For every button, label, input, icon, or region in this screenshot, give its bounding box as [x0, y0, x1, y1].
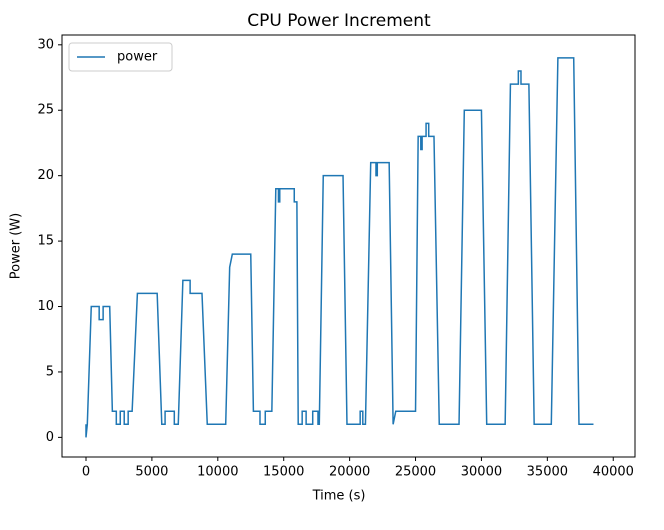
x-tick-label: 15000	[263, 465, 304, 480]
x-tick-label: 35000	[527, 465, 568, 480]
legend-box	[68, 42, 173, 72]
x-tick-label: 10000	[197, 465, 238, 480]
chart-title: CPU Power Increment	[247, 11, 431, 31]
y-tick-label: 15	[37, 234, 54, 249]
x-tick-label: 5000	[135, 465, 168, 480]
x-tick-label: 40000	[593, 465, 634, 480]
y-tick-label: 5	[46, 364, 54, 379]
line	[85, 57, 594, 438]
y-tick-label: 30	[37, 37, 54, 52]
y-tick-label: 10	[37, 299, 54, 314]
x-axis-label: Time (s)	[312, 489, 366, 504]
x-tick-label: 20000	[329, 465, 370, 480]
legend-label: power	[117, 50, 158, 65]
x-tick-label: 30000	[461, 465, 502, 480]
x-tick-label: 25000	[395, 465, 436, 480]
plot-frame	[61, 34, 636, 458]
y-tick-label: 25	[37, 103, 54, 118]
y-axis-label: Power (W)	[9, 213, 24, 279]
x-tick-label: 0	[82, 465, 90, 480]
y-tick-label: 20	[37, 168, 54, 183]
y-tick-label: 0	[46, 430, 54, 445]
